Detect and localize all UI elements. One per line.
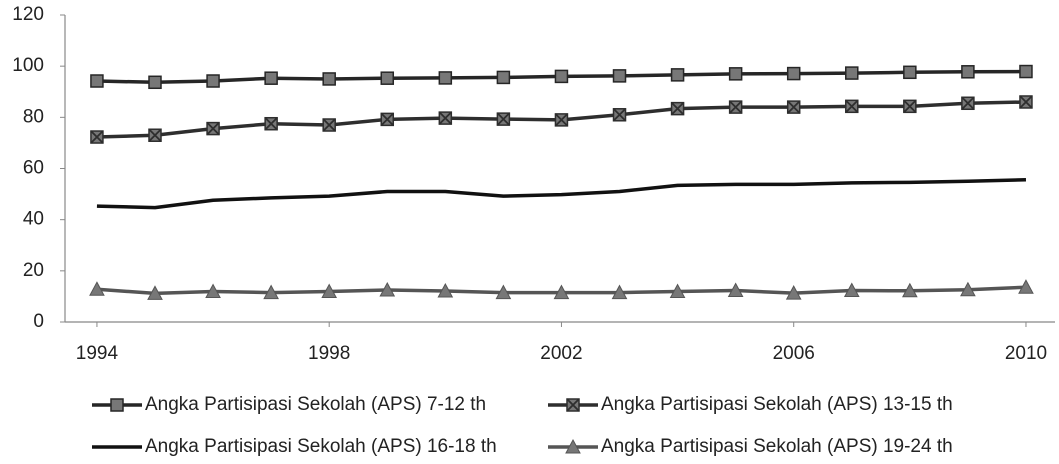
y-tick-label: 100	[12, 55, 44, 76]
y-tick-label: 80	[23, 106, 44, 127]
marker	[263, 284, 279, 300]
marker	[205, 283, 221, 299]
marker	[612, 69, 627, 83]
marker-cross	[903, 99, 917, 113]
marker	[902, 282, 918, 298]
marker	[845, 66, 859, 80]
marker	[206, 74, 220, 88]
marker	[1018, 279, 1034, 294]
legend-label: Angka Partisipasi Sekolah (APS) 7-12 th	[145, 394, 486, 415]
x-tick-label: 2006	[773, 343, 815, 364]
marker	[553, 284, 570, 300]
marker-cross	[206, 121, 220, 136]
x-tick-label: 1994	[76, 343, 119, 364]
marker-cross	[612, 108, 627, 122]
y-tick-label: 120	[12, 4, 44, 25]
y-tick-label: 20	[23, 260, 44, 281]
marker	[960, 281, 976, 297]
marker-cross	[845, 99, 859, 113]
x-tick-label: 1998	[308, 343, 350, 364]
marker	[961, 65, 975, 79]
marker	[322, 72, 336, 86]
marker	[379, 281, 396, 297]
marker	[264, 71, 278, 85]
y-tick-label: 40	[23, 209, 44, 230]
marker	[438, 71, 453, 85]
y-tick-label: 60	[23, 158, 44, 179]
marker	[611, 284, 628, 300]
series-line	[96, 178, 1027, 210]
marker	[147, 285, 163, 300]
marker	[565, 438, 581, 454]
legend-label: Angka Partisipasi Sekolah (APS) 16-18 th	[145, 436, 497, 457]
y-tick-label: 0	[33, 311, 44, 332]
marker-cross	[670, 101, 685, 116]
marker-cross	[554, 113, 569, 127]
marker-cross	[264, 117, 278, 131]
marker	[380, 71, 395, 85]
marker	[89, 281, 105, 296]
marker-cross	[729, 100, 743, 114]
marker	[670, 68, 685, 82]
marker	[1019, 64, 1033, 79]
marker	[554, 69, 569, 84]
marker	[495, 284, 512, 300]
marker-cross	[148, 128, 162, 142]
marker	[728, 67, 743, 81]
marker-cross	[322, 118, 336, 132]
marker	[148, 75, 162, 90]
marker-cross	[566, 398, 580, 412]
marker	[321, 283, 338, 299]
marker	[843, 282, 860, 298]
legend-label: Angka Partisipasi Sekolah (APS) 13-15 th	[601, 394, 953, 415]
marker-cross	[496, 112, 511, 126]
marker	[496, 70, 511, 85]
x-tick-label: 2002	[540, 343, 582, 364]
marker	[110, 398, 124, 412]
marker-cross	[90, 130, 104, 144]
marker	[437, 282, 454, 298]
marker	[785, 285, 802, 300]
marker-cross	[961, 96, 975, 110]
marker	[786, 66, 801, 81]
marker	[727, 282, 744, 298]
marker-cross	[438, 111, 452, 125]
x-tick-label: 2010	[1005, 343, 1047, 364]
marker-cross	[380, 112, 394, 127]
marker	[669, 283, 686, 299]
legend-label: Angka Partisipasi Sekolah (APS) 19-24 th	[601, 436, 953, 457]
marker-cross	[787, 100, 801, 114]
marker	[90, 74, 104, 88]
marker	[903, 65, 917, 80]
marker-cross	[1019, 95, 1033, 109]
